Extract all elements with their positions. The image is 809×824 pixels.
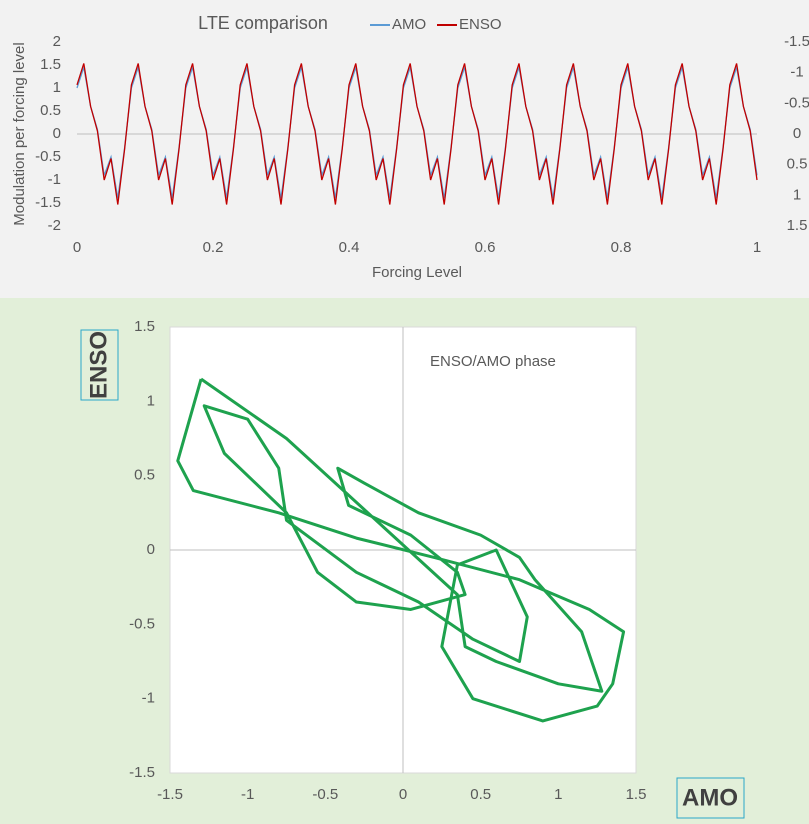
y-tick-label: 2 [53,33,61,50]
y-tick-label: -0.5 [129,615,155,632]
y-tick-label: -1 [48,171,61,188]
x-tick-label: 0 [399,786,407,803]
y-tick-label: 0 [147,541,155,558]
x-tick-label: -1.5 [157,786,183,803]
x-tick-label: 0.2 [203,239,224,256]
y-tick-label: -1 [142,690,155,707]
y2-tick-label: 0 [793,125,801,142]
x-tick-label: 0.6 [475,239,496,256]
x-tick-label: 1 [753,239,761,256]
x-axis-label: AMO [682,784,738,811]
y2-tick-label: 1.5 [787,217,808,234]
y-axis-label: Modulation per forcing level [11,42,28,225]
y-tick-label: 1.5 [40,56,61,73]
y-tick-label: -0.5 [35,148,61,165]
x-tick-label: 0 [73,239,81,256]
x-tick-label: 1 [554,786,562,803]
y-axis-label: ENSO [85,331,112,399]
y-tick-label: -2 [48,217,61,234]
x-tick-label: 0.5 [470,786,491,803]
x-tick-label: -1 [241,786,254,803]
y-tick-label: 1.5 [134,318,155,335]
data-line [76,63,758,205]
label-box [676,777,745,819]
y-tick-label: 0.5 [40,102,61,119]
annotation: ENSO/AMO phase [430,353,556,370]
label-box [80,329,119,401]
x-tick-label: 1.5 [626,786,647,803]
y2-tick-label: -1.5 [784,33,809,50]
x-axis-label: Forcing Level [372,264,462,281]
y-tick-label: 0 [53,125,61,142]
y2-tick-label: 0.5 [787,156,808,173]
x-tick-label: 0.4 [339,239,360,256]
chart-title: LTE comparison [198,13,328,33]
y-tick-label: 1 [147,392,155,409]
y2-tick-label: -0.5 [784,94,809,111]
x-tick-label: -0.5 [312,786,338,803]
legend-label: ENSO [459,16,502,33]
y-tick-label: 1 [53,79,61,96]
x-tick-label: 0.8 [611,239,632,256]
y-tick-label: -1.5 [35,194,61,211]
legend-label: AMO [392,16,426,33]
y-tick-label: 0.5 [134,467,155,484]
top-background [0,0,809,298]
y2-tick-label: -1 [790,64,803,81]
y2-tick-label: 1 [793,186,801,203]
phase-curve [176,377,626,723]
y-tick-label: -1.5 [129,764,155,781]
